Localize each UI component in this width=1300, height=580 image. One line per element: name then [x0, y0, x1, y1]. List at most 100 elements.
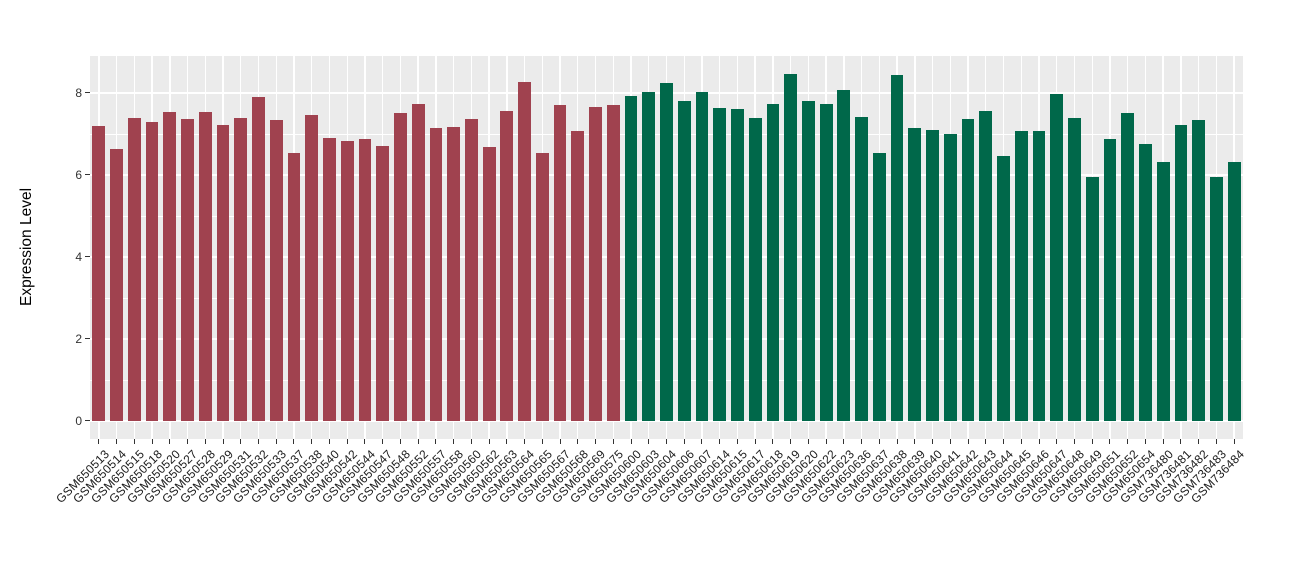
x-tick-mark — [293, 439, 295, 444]
bar-GSM650515 — [127, 117, 141, 421]
y-tick-label: 4 — [75, 249, 82, 264]
x-tick-mark — [932, 439, 934, 444]
x-tick-mark — [506, 439, 508, 444]
x-tick-mark — [861, 439, 863, 444]
x-tick-mark — [701, 439, 703, 444]
bar-GSM650542 — [340, 141, 354, 421]
bar-GSM650618 — [766, 103, 780, 421]
x-tick-mark — [1020, 439, 1022, 444]
x-tick-mark — [825, 439, 827, 444]
x-tick-mark — [1091, 439, 1093, 444]
bar-GSM650622 — [819, 103, 833, 421]
x-tick-mark — [1233, 439, 1235, 444]
x-tick-mark — [488, 439, 490, 444]
bar-GSM650531 — [234, 117, 248, 421]
x-tick-mark — [790, 439, 792, 444]
bar-GSM650558 — [447, 126, 461, 421]
bar-GSM650518 — [145, 122, 159, 421]
bar-GSM650640 — [926, 130, 939, 421]
x-tick-mark — [364, 439, 366, 444]
bar-GSM650603 — [642, 92, 656, 421]
y-tick-mark — [85, 92, 90, 94]
bar-GSM650557 — [429, 128, 443, 421]
bar-GSM650547 — [376, 145, 390, 421]
x-tick-mark — [878, 439, 880, 444]
x-tick-mark — [719, 439, 721, 444]
bar-GSM650649 — [1085, 176, 1099, 421]
x-tick-mark — [683, 439, 685, 444]
bar-GSM650623 — [837, 90, 851, 421]
x-tick-mark — [346, 439, 348, 444]
bar-GSM650606 — [677, 101, 691, 421]
x-tick-mark — [116, 439, 118, 444]
x-tick-mark — [240, 439, 242, 444]
bar-GSM650564 — [518, 81, 531, 421]
bar-GSM736480 — [1156, 161, 1170, 421]
x-tick-mark — [1127, 439, 1129, 444]
x-tick-mark — [1198, 439, 1200, 444]
x-tick-mark — [754, 439, 756, 444]
x-tick-mark — [1144, 439, 1146, 444]
bar-GSM650636 — [855, 116, 869, 421]
x-tick-mark — [453, 439, 455, 444]
bar-GSM650637 — [872, 153, 886, 421]
y-axis-title: Expression Level — [18, 187, 35, 307]
bar-GSM650548 — [394, 113, 407, 421]
bar-GSM736483 — [1209, 176, 1223, 421]
x-tick-mark — [896, 439, 898, 444]
x-tick-mark — [1038, 439, 1040, 444]
x-tick-mark — [666, 439, 667, 444]
bar-GSM650528 — [198, 112, 212, 421]
x-tick-mark — [612, 439, 614, 444]
x-tick-mark — [914, 439, 916, 444]
bar-GSM650562 — [482, 147, 496, 421]
x-tick-mark — [204, 439, 206, 444]
bar-GSM650617 — [748, 118, 762, 421]
bar-GSM650527 — [181, 118, 194, 421]
x-tick-mark — [595, 439, 597, 444]
x-tick-mark — [1215, 439, 1217, 444]
x-tick-mark — [275, 439, 277, 444]
bar-GSM650648 — [1068, 118, 1081, 421]
bar-GSM650552 — [411, 103, 425, 421]
y-tick-mark — [85, 338, 90, 340]
x-tick-mark — [559, 439, 561, 444]
x-tick-mark — [541, 439, 543, 444]
x-tick-mark — [1180, 439, 1182, 444]
bar-GSM650529 — [216, 124, 230, 421]
x-tick-mark — [807, 439, 809, 444]
bar-GSM736484 — [1227, 162, 1241, 421]
bar-GSM650575 — [606, 105, 620, 421]
bar-GSM650642 — [961, 118, 975, 421]
bar-GSM650607 — [695, 92, 709, 421]
x-tick-mark — [435, 439, 437, 444]
bar-GSM650513 — [92, 125, 106, 421]
bar-GSM650537 — [287, 153, 301, 421]
bar-GSM650565 — [535, 153, 549, 421]
y-tick-label: 2 — [75, 331, 82, 346]
bar-GSM650638 — [890, 75, 904, 421]
bar-GSM650620 — [802, 101, 815, 421]
x-tick-mark — [258, 439, 259, 444]
bar-GSM650532 — [252, 97, 265, 421]
x-tick-mark — [1073, 439, 1075, 444]
bar-GSM650600 — [624, 96, 638, 421]
x-tick-mark — [1109, 439, 1111, 444]
bar-GSM650652 — [1121, 112, 1135, 421]
bar-GSM736482 — [1192, 119, 1206, 421]
x-tick-mark — [222, 439, 224, 444]
bar-GSM650540 — [323, 138, 336, 421]
bar-GSM650614 — [713, 108, 727, 421]
x-tick-mark — [470, 439, 472, 444]
x-tick-mark — [949, 439, 951, 444]
y-tick-mark — [85, 420, 90, 422]
bar-GSM650619 — [784, 74, 798, 421]
x-tick-mark — [169, 439, 171, 444]
y-tick-label: 6 — [75, 167, 82, 182]
y-tick-label: 8 — [75, 85, 82, 100]
x-tick-mark — [1162, 439, 1164, 444]
bar-GSM650563 — [500, 111, 514, 421]
y-tick-mark — [85, 174, 90, 176]
x-tick-mark — [1003, 439, 1005, 444]
bar-GSM736481 — [1174, 125, 1188, 421]
